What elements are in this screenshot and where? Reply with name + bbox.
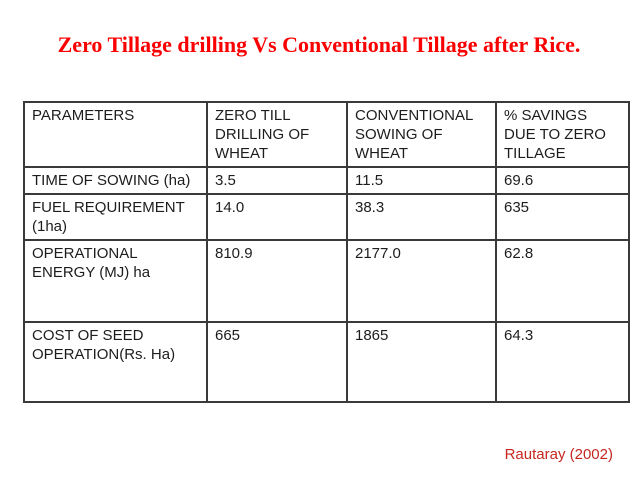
table-row: FUEL REQUIREMENT (1ha) 14.0 38.3 635 <box>23 193 630 241</box>
value-cell: 635 <box>495 193 630 241</box>
column-header-parameters: PARAMETERS <box>23 101 208 168</box>
citation-text: Rautaray (2002) <box>504 446 613 463</box>
param-cell: TIME OF SOWING (ha) <box>23 166 208 195</box>
column-header-conventional: CONVENTIONAL SOWING OF WHEAT <box>346 101 497 168</box>
value-cell: 38.3 <box>346 193 497 241</box>
table-row: COST OF SEED OPERATION(Rs. Ha) 665 1865 … <box>23 321 630 403</box>
param-cell: COST OF SEED OPERATION(Rs. Ha) <box>23 321 208 403</box>
value-cell: 665 <box>206 321 348 403</box>
value-cell: 2177.0 <box>346 239 497 323</box>
param-cell: OPERATIONAL ENERGY (MJ) ha <box>23 239 208 323</box>
slide-title: Zero Tillage drilling Vs Conventional Ti… <box>57 32 581 57</box>
value-cell: 62.8 <box>495 239 630 323</box>
value-cell: 810.9 <box>206 239 348 323</box>
table-row: OPERATIONAL ENERGY (MJ) ha 810.9 2177.0 … <box>23 239 630 323</box>
value-cell: 3.5 <box>206 166 348 195</box>
column-header-zero-till: ZERO TILL DRILLING OF WHEAT <box>206 101 348 168</box>
table-row: TIME OF SOWING (ha) 3.5 11.5 69.6 <box>23 166 630 195</box>
value-cell: 69.6 <box>495 166 630 195</box>
value-cell: 1865 <box>346 321 497 403</box>
value-cell: 14.0 <box>206 193 348 241</box>
value-cell: 64.3 <box>495 321 630 403</box>
table-header-row: PARAMETERS ZERO TILL DRILLING OF WHEAT C… <box>23 101 630 168</box>
column-header-savings: % SAVINGS DUE TO ZERO TILLAGE <box>495 101 630 168</box>
value-cell: 11.5 <box>346 166 497 195</box>
param-cell: FUEL REQUIREMENT (1ha) <box>23 193 208 241</box>
comparison-table: PARAMETERS ZERO TILL DRILLING OF WHEAT C… <box>23 101 630 403</box>
